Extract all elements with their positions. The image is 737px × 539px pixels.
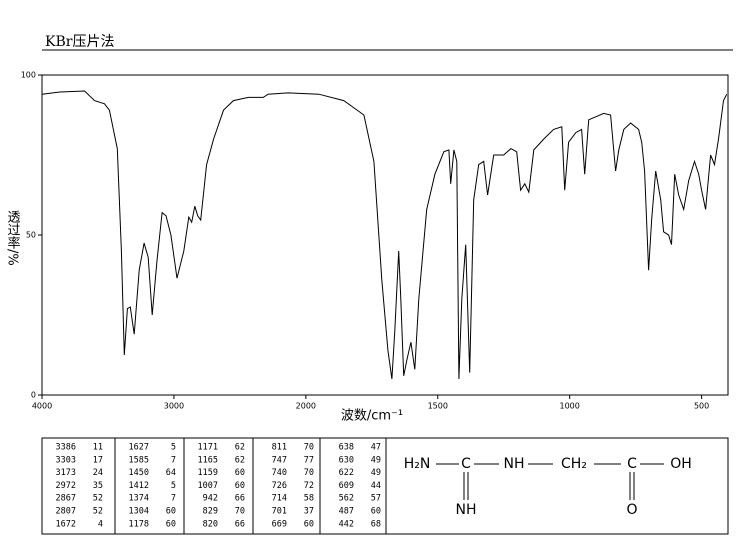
transmittance-cell: 11 bbox=[93, 443, 103, 453]
wavenumber-cell: 1374 bbox=[129, 494, 149, 504]
wavenumber-cell: 2807 bbox=[56, 507, 76, 517]
atom-label: O bbox=[626, 502, 637, 518]
chart-title: KBr压片法 bbox=[45, 34, 114, 50]
x-tick-label: 1000 bbox=[560, 402, 580, 411]
x-axis-label: 波数/cm⁻¹ bbox=[341, 409, 403, 424]
wavenumber-cell: 747 bbox=[272, 455, 287, 465]
transmittance-cell: 70 bbox=[304, 468, 314, 478]
atom-label: NH bbox=[504, 456, 525, 472]
transmittance-cell: 66 bbox=[235, 519, 245, 529]
y-axis-label: 透过率/% bbox=[5, 210, 21, 266]
transmittance-cell: 60 bbox=[166, 507, 176, 517]
transmittance-cell: 35 bbox=[93, 481, 103, 491]
table-frame bbox=[41, 437, 729, 535]
transmittance-cell: 44 bbox=[371, 481, 381, 491]
atom-label: OH bbox=[670, 456, 692, 472]
y-tick-label: 50 bbox=[26, 231, 36, 240]
wavenumber-cell: 630 bbox=[339, 455, 354, 465]
wavenumber-cell: 609 bbox=[339, 481, 354, 491]
wavenumber-cell: 820 bbox=[203, 519, 218, 529]
wavenumber-cell: 442 bbox=[339, 519, 354, 529]
atom-label: C bbox=[461, 456, 471, 472]
wavenumber-cell: 2972 bbox=[56, 481, 76, 491]
transmittance-cell: 7 bbox=[171, 494, 176, 504]
wavenumber-cell: 1450 bbox=[129, 468, 149, 478]
structure bbox=[436, 463, 664, 500]
atom-label: H₂N bbox=[404, 456, 431, 472]
transmittance-cell: 77 bbox=[304, 455, 314, 465]
transmittance-cell: 52 bbox=[93, 494, 103, 504]
transmittance-cell: 70 bbox=[304, 443, 314, 453]
wavenumber-cell: 1585 bbox=[129, 455, 149, 465]
spectrum-line bbox=[41, 90, 728, 380]
transmittance-cell: 60 bbox=[166, 519, 176, 529]
wavenumber-cell: 1165 bbox=[198, 455, 218, 465]
transmittance-cell: 52 bbox=[93, 507, 103, 517]
transmittance-cell: 70 bbox=[235, 507, 245, 517]
wavenumber-cell: 1159 bbox=[198, 468, 218, 478]
transmittance-cell: 62 bbox=[235, 455, 245, 465]
transmittance-cell: 64 bbox=[166, 468, 176, 478]
wavenumber-cell: 701 bbox=[272, 507, 287, 517]
wavenumber-cell: 942 bbox=[203, 494, 218, 504]
transmittance-cell: 60 bbox=[235, 468, 245, 478]
transmittance-cell: 72 bbox=[304, 481, 314, 491]
atom-label: NH bbox=[456, 502, 477, 518]
transmittance-cell: 5 bbox=[171, 481, 176, 491]
transmittance-cell: 37 bbox=[304, 507, 314, 517]
wavenumber-cell: 1007 bbox=[198, 481, 218, 491]
atom-label: C bbox=[627, 456, 637, 472]
transmittance-cell: 60 bbox=[304, 519, 314, 529]
wavenumber-cell: 622 bbox=[339, 468, 354, 478]
transmittance-cell: 60 bbox=[371, 507, 381, 517]
wavenumber-cell: 726 bbox=[272, 481, 287, 491]
transmittance-cell: 47 bbox=[371, 443, 381, 453]
wavenumber-cell: 3173 bbox=[56, 468, 76, 478]
wavenumber-cell: 638 bbox=[339, 443, 354, 453]
x-tick-label: 2000 bbox=[296, 402, 316, 411]
atom-label: CH₂ bbox=[561, 456, 587, 472]
wavenumber-cell: 829 bbox=[203, 507, 218, 517]
y-tick-label: 100 bbox=[21, 71, 36, 80]
transmittance-cell: 66 bbox=[235, 494, 245, 504]
x-tick-label: 3000 bbox=[164, 402, 184, 411]
x-tick-label: 500 bbox=[694, 402, 709, 411]
wavenumber-cell: 1412 bbox=[129, 481, 149, 491]
transmittance-cell: 7 bbox=[171, 455, 176, 465]
y-tick-label: 0 bbox=[31, 391, 36, 400]
wavenumber-cell: 714 bbox=[272, 494, 287, 504]
plot-frame bbox=[41, 74, 729, 396]
transmittance-cell: 5 bbox=[171, 443, 176, 453]
wavenumber-cell: 1627 bbox=[129, 443, 149, 453]
x-tick-label: 1500 bbox=[428, 402, 448, 411]
wavenumber-cell: 1178 bbox=[129, 519, 149, 529]
transmittance-cell: 49 bbox=[371, 455, 381, 465]
wavenumber-cell: 740 bbox=[272, 468, 287, 478]
wavenumber-cell: 1304 bbox=[129, 507, 149, 517]
transmittance-cell: 57 bbox=[371, 494, 381, 504]
transmittance-cell: 58 bbox=[304, 494, 314, 504]
transmittance-cell: 24 bbox=[93, 468, 103, 478]
wavenumber-cell: 3386 bbox=[56, 443, 76, 453]
wavenumber-cell: 3303 bbox=[56, 455, 76, 465]
wavenumber-cell: 2867 bbox=[56, 494, 76, 504]
transmittance-cell: 17 bbox=[93, 455, 103, 465]
wavenumber-cell: 562 bbox=[339, 494, 354, 504]
wavenumber-cell: 1171 bbox=[198, 443, 218, 453]
wavenumber-cell: 669 bbox=[272, 519, 287, 529]
transmittance-cell: 62 bbox=[235, 443, 245, 453]
x-tick-label: 4000 bbox=[32, 402, 52, 411]
transmittance-cell: 4 bbox=[98, 519, 103, 529]
transmittance-cell: 49 bbox=[371, 468, 381, 478]
wavenumber-cell: 487 bbox=[339, 507, 354, 517]
wavenumber-cell: 1672 bbox=[56, 519, 76, 529]
wavenumber-cell: 811 bbox=[272, 443, 287, 453]
transmittance-cell: 68 bbox=[371, 519, 381, 529]
transmittance-cell: 60 bbox=[235, 481, 245, 491]
